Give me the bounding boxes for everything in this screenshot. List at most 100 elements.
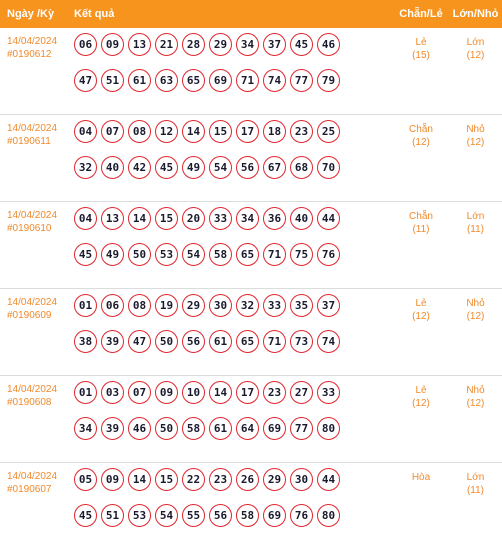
number-ball: 07 [101,120,124,143]
ball-row: 45 49 50 53 54 58 65 71 75 76 [74,243,393,266]
number-ball: 23 [263,381,286,404]
number-ball: 73 [290,330,313,353]
draw-row: 14/04/2024 #0190608 01 03 07 09 10 14 17 23 27 33 34… [0,376,502,463]
number-ball: 42 [128,156,151,179]
number-ball: 33 [317,381,340,404]
draw-result-cell: 04 07 08 12 14 15 17 18 23 25 32 40 42 45 49 54 56 67 68 70 [74,115,393,201]
number-ball: 76 [290,504,313,527]
number-ball: 47 [128,330,151,353]
ball-row: 45 51 53 54 55 56 58 69 76 80 [74,504,393,527]
number-ball: 14 [128,207,151,230]
number-ball: 17 [236,120,259,143]
number-ball: 12 [155,120,178,143]
number-ball: 01 [74,381,97,404]
header-result: Kết quả [74,8,115,20]
chan-le-count: (15) [412,50,430,61]
number-ball: 70 [317,156,340,179]
number-ball: 79 [317,69,340,92]
draw-date-cell: 14/04/2024 #0190609 [0,289,74,375]
number-ball: 53 [128,504,151,527]
number-ball: 15 [155,207,178,230]
number-ball: 61 [128,69,151,92]
number-ball: 30 [209,294,232,317]
number-ball: 15 [155,468,178,491]
chan-le-cell: Lẻ (15) [393,28,449,114]
number-ball: 37 [317,294,340,317]
draw-result-cell: 04 13 14 15 20 33 34 36 40 44 45 49 50 53 54 58 65 71 75 76 [74,202,393,288]
number-ball: 71 [263,330,286,353]
draw-result-cell: 01 03 07 09 10 14 17 23 27 33 34 39 46 50 58 61 64 69 77 80 [74,376,393,462]
draw-date-cell: 14/04/2024 #0190612 [0,28,74,114]
draw-date-cell: 14/04/2024 #0190610 [0,202,74,288]
draw-row: 14/04/2024 #0190609 01 06 08 19 29 30 32 33 35 37 38… [0,289,502,376]
lon-nho-value: Nhỏ [466,298,485,309]
number-ball: 27 [290,381,313,404]
number-ball: 80 [317,417,340,440]
lon-nho-count: (12) [466,398,485,409]
number-ball: 55 [182,504,205,527]
chan-le-value: Lẻ [415,298,427,309]
number-ball: 61 [209,330,232,353]
number-ball: 08 [128,294,151,317]
draw-id: #0190609 [7,310,52,321]
number-ball: 69 [263,504,286,527]
number-ball: 05 [74,468,97,491]
number-ball: 46 [128,417,151,440]
number-ball: 26 [236,468,259,491]
number-ball: 29 [263,468,286,491]
number-ball: 40 [101,156,124,179]
table-header: Ngày /Kỳ Kết quả Chẵn/Lẻ Lớn/Nhỏ [0,0,502,28]
number-ball: 28 [182,33,205,56]
number-ball: 30 [290,468,313,491]
number-ball: 20 [182,207,205,230]
number-ball: 63 [155,69,178,92]
chan-le-value: Chẵn [409,124,433,135]
chan-le-value: Lẻ [415,37,427,48]
chan-le-value: Hòa [411,472,431,483]
chan-le-count: (12) [412,137,430,148]
draw-date: 14/04/2024 [7,210,58,221]
number-ball: 61 [209,417,232,440]
number-ball: 49 [182,156,205,179]
draw-date-cell: 14/04/2024 #0190611 [0,115,74,201]
number-ball: 65 [236,243,259,266]
number-ball: 76 [317,243,340,266]
ball-row: 38 39 47 50 56 61 65 71 73 74 [74,330,393,353]
number-ball: 77 [290,417,313,440]
chan-le-cell: Hòa [393,463,449,535]
chan-le-cell: Chẵn (11) [393,202,449,288]
number-ball: 06 [101,294,124,317]
number-ball: 65 [182,69,205,92]
number-ball: 69 [209,69,232,92]
number-ball: 69 [263,417,286,440]
lon-nho-cell: Lớn (12) [449,28,502,114]
number-ball: 45 [74,243,97,266]
draw-id: #0190610 [7,223,52,234]
number-ball: 07 [128,381,151,404]
number-ball: 32 [236,294,259,317]
number-ball: 04 [74,120,97,143]
lon-nho-count: (12) [466,137,485,148]
draw-id: #0190608 [7,397,52,408]
draw-id: #0190607 [7,484,52,495]
draw-row: 14/04/2024 #0190607 05 09 14 15 22 23 26 29 30 44 45… [0,463,502,535]
number-ball: 09 [155,381,178,404]
number-ball: 44 [317,207,340,230]
ball-row: 01 06 08 19 29 30 32 33 35 37 [74,294,393,317]
number-ball: 51 [101,69,124,92]
chan-le-cell: Lẻ (12) [393,289,449,375]
number-ball: 80 [317,504,340,527]
number-ball: 21 [155,33,178,56]
chan-le-count: (12) [412,398,430,409]
draw-date: 14/04/2024 [7,123,58,134]
number-ball: 03 [101,381,124,404]
number-ball: 56 [182,330,205,353]
number-ball: 56 [236,156,259,179]
number-ball: 45 [290,33,313,56]
number-ball: 58 [236,504,259,527]
draw-date: 14/04/2024 [7,471,58,482]
number-ball: 36 [263,207,286,230]
number-ball: 13 [128,33,151,56]
draw-result-cell: 01 06 08 19 29 30 32 33 35 37 38 39 47 50 56 61 65 71 73 74 [74,289,393,375]
number-ball: 35 [290,294,313,317]
